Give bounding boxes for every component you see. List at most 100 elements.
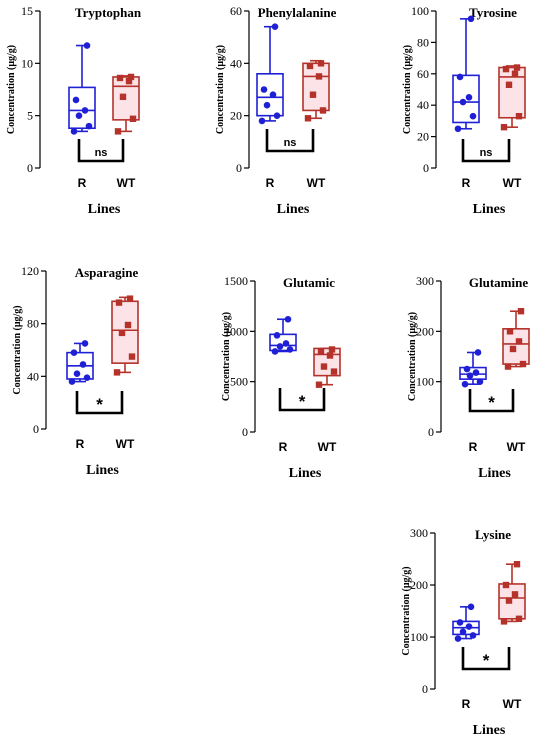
chart-title: Tryptophan	[75, 5, 142, 20]
box-iqr	[269, 333, 297, 352]
data-point	[317, 60, 325, 67]
box-iqr	[256, 73, 284, 117]
y-axis-label: Concentration (μg/g)	[6, 45, 17, 134]
data-point	[465, 623, 473, 630]
data-point	[70, 128, 78, 135]
data-point	[319, 107, 327, 114]
y-tick-label: 1500	[224, 274, 248, 288]
data-point	[286, 346, 294, 353]
y-tick-label: 0	[33, 422, 39, 436]
data-point	[273, 112, 281, 119]
data-point	[282, 340, 290, 347]
data-point	[326, 352, 334, 359]
x-axis-label: Lines	[473, 202, 506, 217]
box-wt	[498, 64, 526, 131]
data-point	[320, 363, 328, 370]
x-tick-label: R	[78, 176, 87, 190]
y-tick-label: 0	[428, 425, 434, 439]
box-iqr	[68, 86, 96, 130]
box-r	[66, 340, 94, 385]
y-tick-label: 60	[417, 67, 429, 81]
data-point	[72, 96, 80, 104]
x-tick-label: WT	[318, 440, 337, 454]
y-tick-label: 0	[423, 161, 429, 175]
box-wt	[111, 295, 139, 376]
y-tick-label: 0	[422, 682, 428, 696]
data-point	[317, 348, 325, 355]
data-point	[128, 353, 136, 360]
data-point	[127, 73, 135, 81]
data-point	[467, 603, 475, 611]
data-point	[79, 361, 87, 368]
x-tick-label: WT	[503, 697, 522, 711]
data-point	[467, 15, 475, 23]
chart-title: Asparagine	[75, 265, 139, 280]
data-point	[509, 345, 517, 353]
data-point	[263, 101, 271, 109]
box-wt	[502, 308, 530, 370]
x-axis-label: Lines	[86, 463, 119, 478]
x-axis-label: Lines	[473, 723, 506, 738]
data-point	[119, 93, 127, 101]
data-point	[271, 348, 279, 355]
data-point	[515, 615, 523, 622]
data-point	[517, 308, 525, 315]
data-point	[116, 74, 124, 82]
significance-label: *	[488, 393, 495, 412]
box-wt	[112, 73, 140, 135]
box-r	[459, 349, 487, 388]
x-axis-label: Lines	[478, 466, 511, 481]
data-point	[459, 628, 467, 636]
data-point	[515, 112, 523, 120]
data-point	[271, 23, 279, 31]
data-point	[125, 77, 133, 85]
y-tick-label: 60	[230, 4, 242, 18]
y-tick-label: 0	[236, 161, 242, 175]
panel-tryptophan: Tryptophan 0 5 10 15 Concentration (μg/g) R WT L…	[6, 4, 142, 217]
y-tick-label: 80	[27, 317, 39, 331]
x-axis-label: Lines	[277, 202, 310, 217]
y-tick-label: 10	[21, 56, 33, 70]
y-tick-label: 40	[27, 369, 39, 383]
data-point	[472, 369, 480, 376]
data-point	[511, 591, 519, 598]
data-point	[75, 112, 83, 119]
data-point	[502, 65, 510, 73]
data-point	[505, 81, 513, 88]
box-r	[256, 23, 284, 125]
panel-asparagine: Asparagine 0 40 80 120 Concentration (μg/g) R W…	[12, 264, 139, 478]
significance-label: ns	[284, 137, 297, 149]
y-tick-label: 100	[416, 375, 434, 389]
data-point	[476, 378, 484, 385]
y-tick-label: 20	[230, 109, 242, 123]
data-point	[269, 91, 277, 99]
box-iqr	[302, 62, 330, 112]
data-point	[461, 380, 469, 388]
data-point	[118, 329, 126, 337]
data-point	[465, 94, 473, 101]
y-tick-label: 120	[21, 264, 39, 278]
data-point	[309, 91, 317, 98]
data-point	[83, 374, 91, 381]
y-axis-label: Concentration (μg/g)	[401, 566, 412, 655]
data-point	[273, 332, 281, 339]
data-point	[81, 107, 89, 114]
chart-title: Tyrosine	[469, 5, 517, 20]
x-tick-label: R	[462, 697, 471, 711]
significance-bracket	[278, 388, 326, 412]
data-point	[456, 73, 464, 81]
y-axis-label: Concentration (μg/g)	[221, 312, 232, 401]
data-point	[456, 619, 464, 626]
data-point	[129, 115, 137, 123]
box-wt	[498, 561, 526, 625]
y-tick-label: 300	[410, 526, 428, 540]
significance-label: *	[483, 651, 490, 670]
data-point	[328, 346, 336, 353]
significance-bracket	[461, 647, 511, 671]
x-tick-label: R	[469, 440, 478, 454]
box-r	[269, 315, 297, 355]
data-point	[73, 370, 81, 378]
y-axis-label: Concentration (μg/g)	[215, 45, 226, 134]
y-tick-label: 0	[242, 425, 248, 439]
